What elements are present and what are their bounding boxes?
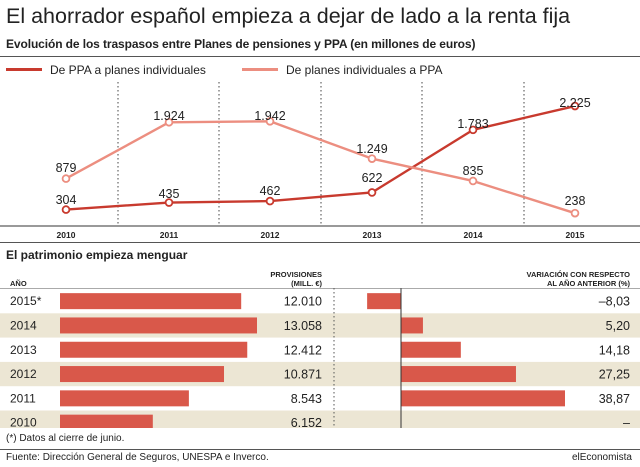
- data-label: 879: [56, 161, 77, 175]
- header-year: AÑO: [10, 279, 27, 288]
- variacion-label: 27,25: [599, 368, 630, 382]
- header-provisiones-line1: PROVISIONES: [270, 270, 322, 279]
- variacion-bar: [401, 366, 516, 383]
- x-tick-label: 2011: [160, 230, 179, 240]
- header-variacion-line2: AL AÑO ANTERIOR (%): [546, 279, 630, 288]
- data-point: [265, 196, 275, 206]
- variacion-label: 14,18: [599, 343, 630, 357]
- provisiones-label: 8.543: [291, 392, 322, 406]
- variacion-label: 38,87: [599, 392, 630, 406]
- variacion-label: –: [623, 416, 630, 428]
- line-chart: 304 435 462 622 1.783 2.225 879 1.924 1.942 1.249…: [0, 82, 640, 240]
- variacion-bar: [401, 341, 461, 358]
- provisiones-table-chart: 2015* 12.010 –8,03 2014 13.058 5,20 2013 12.412…: [0, 288, 640, 428]
- provisiones-bar: [60, 414, 153, 428]
- variacion-bar: [367, 293, 401, 310]
- provisiones-bar: [60, 341, 248, 358]
- legend-label: De PPA a planes individuales: [50, 63, 206, 77]
- footnote: (*) Datos al cierre de junio.: [6, 433, 125, 444]
- data-point: [164, 198, 174, 207]
- series-line-0: [65, 104, 576, 211]
- legend-swatch-dark: [6, 68, 42, 72]
- provisiones-label: 10.871: [284, 368, 322, 382]
- x-tick-label: 2013: [363, 230, 382, 240]
- series-line-1: [65, 120, 576, 215]
- provisiones-bar: [60, 293, 242, 310]
- data-label: 1.783: [457, 117, 488, 131]
- provisiones-label: 12.010: [284, 295, 322, 309]
- variacion-bar: [401, 317, 423, 334]
- header-provisiones: PROVISIONES (MILL. €): [270, 270, 322, 288]
- row-year: 2011: [10, 391, 36, 405]
- top-rule: [0, 56, 640, 57]
- provisiones-bar: [60, 317, 257, 334]
- x-tick-label: 2015: [566, 230, 585, 240]
- data-point: [61, 174, 71, 183]
- data-point: [468, 125, 478, 135]
- data-label: 304: [56, 193, 77, 207]
- mid-rule: [0, 242, 640, 243]
- chart-subtitle: Evolución de los traspasos entre Planes …: [6, 37, 476, 51]
- x-tick-label: 2010: [57, 230, 76, 240]
- header-variacion-line1: VARIACIÓN CON RESPECTO: [526, 270, 630, 279]
- variacion-label: –8,03: [599, 295, 630, 309]
- provisiones-label: 13.058: [284, 319, 322, 333]
- chart-title: El ahorrador español empieza a dejar de …: [6, 4, 571, 28]
- data-label: 1.924: [153, 109, 184, 123]
- data-point: [367, 154, 377, 163]
- legend-swatch-light: [242, 68, 278, 72]
- brand: elEconomista: [571, 452, 632, 463]
- row-year: 2012: [10, 367, 37, 381]
- data-point: [570, 101, 580, 111]
- data-point: [570, 208, 580, 218]
- provisiones-bar: [60, 366, 225, 383]
- data-label: 238: [565, 194, 586, 208]
- source: Fuente: Dirección General de Seguros, UN…: [6, 452, 269, 463]
- x-tick-label: 2014: [464, 230, 483, 240]
- data-label: 435: [159, 187, 180, 201]
- header-provisiones-line2: (MILL. €): [291, 279, 322, 288]
- bar-section-title: El patrimonio empieza menguar: [6, 248, 188, 262]
- data-point: [367, 188, 377, 197]
- legend-item-plans-to-ppa: De planes individuales a PPA: [242, 63, 443, 77]
- row-year: 2014: [10, 318, 37, 332]
- row-year: 2015*: [10, 294, 42, 308]
- provisiones-label: 12.412: [284, 343, 322, 357]
- data-point: [61, 205, 71, 214]
- row-year: 2010: [10, 416, 37, 428]
- legend-item-ppa-to-plans: De PPA a planes individuales: [6, 63, 206, 77]
- header-variacion: VARIACIÓN CON RESPECTO AL AÑO ANTERIOR (…: [527, 270, 630, 288]
- variacion-bar: [401, 390, 565, 407]
- data-label: 622: [362, 171, 383, 185]
- data-point: [468, 176, 478, 186]
- bottom-rule: [0, 449, 640, 450]
- x-tick-label: 2012: [261, 230, 280, 240]
- row-year: 2013: [10, 343, 37, 357]
- row-band: [0, 410, 640, 428]
- provisiones-label: 6.152: [291, 416, 322, 428]
- data-label: 835: [463, 164, 484, 178]
- data-point: [164, 117, 174, 127]
- data-label: 2.225: [559, 96, 590, 110]
- data-point: [265, 117, 275, 126]
- provisiones-bar: [60, 390, 189, 407]
- data-label: 1.249: [356, 142, 387, 156]
- variacion-label: 5,20: [606, 319, 630, 333]
- data-label: 1.942: [254, 109, 285, 123]
- data-label: 462: [260, 184, 281, 198]
- legend-label: De planes individuales a PPA: [286, 63, 443, 77]
